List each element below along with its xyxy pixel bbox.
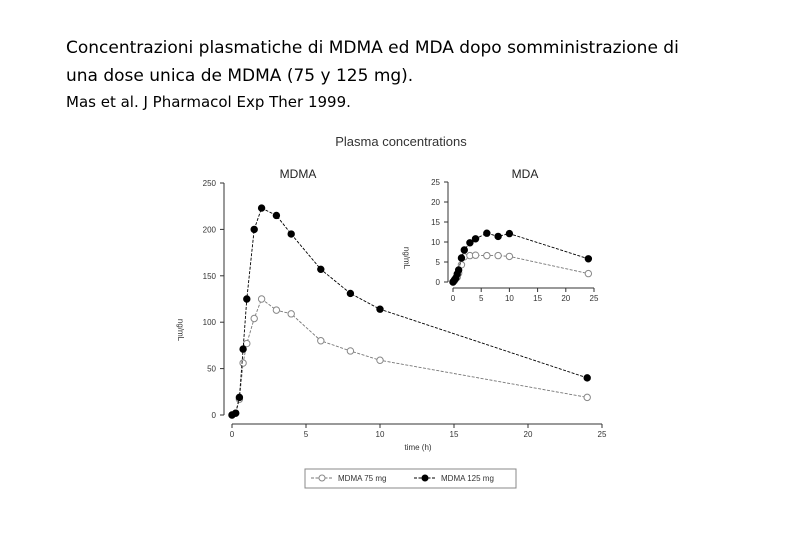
series-line-mdma-75-mg [452,254,589,283]
data-point-open [471,251,480,259]
data-point-filled [494,232,502,241]
data-point-open [376,356,384,364]
data-point-open [272,306,281,314]
data-point-filled [250,225,258,234]
data-point-filled [457,254,466,262]
x-tick-label: 10 [505,294,514,303]
data-point-open [584,269,593,278]
x-tick-label: 15 [450,430,459,439]
panel-title: MDA [512,167,539,181]
legend-label: MDMA 75 mg [338,474,386,483]
y-tick-label: 250 [203,179,217,188]
heading-line-2: una dose unica de MDMA (75 y 125 mg). [66,66,414,86]
x-tick-label: 0 [451,294,456,303]
data-point-filled [239,345,247,353]
data-point-filled [243,295,251,303]
y-tick-label: 25 [431,178,440,187]
y-tick-label: 5 [436,258,441,267]
data-point-open [250,314,258,323]
x-tick-label: 5 [479,294,484,303]
y-tick-label: 150 [203,272,217,281]
data-point-open [317,337,325,345]
x-axis-label: time (h) [404,443,431,452]
y-tick-label: 0 [436,278,441,287]
legend: MDMA 75 mg MDMA 125 mg [304,468,517,489]
x-tick-label: 25 [598,430,607,439]
x-tick-label: 5 [304,430,309,439]
series-line-mdma-125-mg [231,207,588,416]
data-point-open [346,347,355,355]
data-point-filled [257,204,266,212]
y-tick-label: 20 [431,198,440,207]
citation: Mas et al. J Pharmacol Exp Ther 1999. [66,93,351,111]
data-point-filled [483,229,491,237]
x-tick-label: 25 [590,294,599,303]
data-point-filled [235,393,244,402]
figure-title: Plasma concentrations [335,134,467,149]
series-line-mdma-75-mg [231,298,588,416]
y-axis-label: ng/mL [402,247,411,270]
data-point-open [505,252,514,261]
y-axis-label: ng/mL [176,319,185,342]
data-point-filled [376,305,384,313]
mda-inset-chart: 0 5 10 15 20 25 0 5 10 15 20 25 MDA ng/mL [402,167,599,303]
data-point-filled [466,239,474,247]
data-point-open [257,295,266,303]
slide-heading: Concentrazioni plasmatiche di MDMA ed MD… [66,34,786,112]
legend-label: MDMA 125 mg [441,474,494,483]
data-point-open [483,251,491,260]
data-point-filled [460,246,468,254]
y-tick-label: 100 [203,318,217,327]
y-tick-label: 10 [431,238,440,247]
data-point-filled [232,409,240,417]
data-point-filled [287,230,295,238]
x-tick-label: 20 [561,294,570,303]
legend-marker [318,474,326,482]
data-point-filled [317,265,325,274]
data-point-filled [272,211,281,220]
data-point-filled [584,255,593,263]
data-point-filled [346,289,355,298]
data-point-filled [471,235,480,243]
panel-title: MDMA [280,167,317,181]
data-point-open [239,359,247,367]
data-point-open [494,251,502,260]
data-point-filled [454,266,463,274]
legend-box [304,468,517,489]
y-tick-label: 0 [212,411,217,420]
x-tick-label: 15 [533,294,542,303]
data-point-filled [505,229,514,238]
y-tick-label: 200 [203,225,217,234]
heading-line-1: Concentrazioni plasmatiche di MDMA ed MD… [66,38,679,58]
data-point-filled [583,374,591,382]
y-tick-label: 50 [207,365,216,374]
y-tick-label: 15 [431,218,440,227]
x-tick-label: 20 [524,430,533,439]
data-point-open [583,393,591,402]
x-tick-label: 10 [376,430,385,439]
legend-marker [421,474,429,482]
data-point-open [287,310,295,318]
x-tick-label: 0 [230,430,235,439]
